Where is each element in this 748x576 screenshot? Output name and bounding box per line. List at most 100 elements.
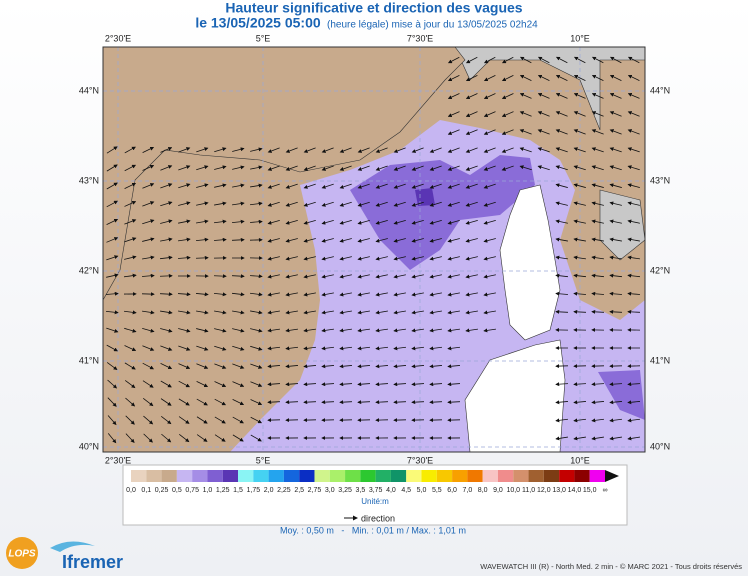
arrow — [573, 255, 586, 260]
unit: Unité:m — [361, 497, 389, 506]
arrow — [483, 74, 496, 82]
arrow — [125, 433, 135, 443]
arrow — [411, 328, 424, 333]
arrow — [447, 274, 460, 279]
arrow — [232, 398, 245, 406]
arrow — [609, 309, 623, 314]
arrow — [555, 400, 569, 405]
arrow — [555, 147, 568, 153]
arrow — [249, 274, 263, 279]
color-label: 13,0 — [552, 487, 566, 494]
arrow — [267, 219, 280, 225]
lat-label-right: 43°N — [650, 175, 670, 185]
color-label: 8,0 — [478, 487, 488, 494]
arrow — [555, 201, 568, 206]
arrow — [411, 274, 424, 279]
arrow — [483, 111, 496, 117]
arrow — [285, 274, 298, 279]
arrow — [609, 165, 622, 171]
arrow — [107, 433, 117, 444]
color-label: 1,75 — [247, 487, 261, 494]
arrow — [573, 219, 586, 224]
arrow — [429, 274, 442, 279]
arrow — [142, 362, 155, 370]
arrow — [250, 363, 263, 369]
arrow — [465, 201, 478, 207]
arrow — [411, 219, 424, 225]
arrow — [591, 183, 604, 188]
color-swatch — [238, 470, 254, 482]
arrow — [627, 93, 640, 99]
arrow — [106, 327, 119, 333]
arrow — [160, 380, 172, 388]
arrow — [483, 183, 496, 189]
arrow — [609, 219, 622, 224]
arrow — [178, 328, 191, 333]
arrow — [231, 292, 245, 297]
lat-label-left: 43°N — [79, 175, 99, 185]
arrow — [609, 93, 622, 99]
arrow — [447, 400, 461, 405]
lon-label-top: 2°30'E — [105, 33, 131, 43]
arrow — [124, 362, 136, 370]
arrow — [609, 418, 623, 423]
arrow — [339, 400, 353, 405]
arrow — [627, 436, 640, 441]
color-label: 3,0 — [325, 487, 335, 494]
arrow — [357, 364, 371, 369]
color-label: 2,75 — [308, 487, 322, 494]
color-swatch — [421, 470, 437, 482]
arrow — [142, 345, 155, 351]
arrow — [555, 111, 568, 117]
arrow — [627, 129, 640, 135]
arrow — [303, 165, 316, 171]
arrow — [214, 416, 226, 424]
arrow — [465, 274, 478, 279]
arrow — [125, 415, 135, 425]
arrow — [250, 310, 263, 315]
arrow — [627, 237, 640, 242]
arrow — [195, 237, 209, 242]
arrow — [375, 328, 388, 333]
arrow — [249, 292, 263, 297]
arrow — [591, 165, 604, 171]
map — [103, 47, 645, 452]
arrow — [537, 111, 550, 117]
arrow — [519, 111, 532, 117]
arrow — [591, 201, 604, 206]
arrow — [178, 398, 190, 406]
lat-label-left: 42°N — [79, 265, 99, 275]
sardinia — [464, 339, 566, 452]
arrow — [357, 400, 371, 405]
arrow — [123, 310, 137, 315]
arrow — [321, 219, 334, 225]
arrow — [339, 238, 352, 243]
arrow — [142, 201, 155, 207]
arrow — [196, 328, 209, 333]
arrow — [214, 434, 226, 442]
arrow — [124, 164, 137, 172]
arrow — [285, 256, 298, 261]
arrow — [250, 345, 263, 351]
arrow — [339, 274, 352, 279]
arrow — [627, 400, 641, 405]
arrow — [357, 238, 370, 243]
graticule — [103, 47, 645, 452]
arrow — [447, 201, 460, 207]
arrow — [160, 363, 173, 370]
color-label: 3,5 — [355, 487, 365, 494]
arrow — [357, 310, 370, 315]
arrow — [411, 183, 424, 189]
arrow — [429, 364, 443, 369]
arrow — [429, 328, 442, 333]
arrow — [303, 274, 316, 279]
color-swatch — [390, 470, 407, 482]
color-label: 0,0 — [126, 487, 136, 494]
arrow — [465, 56, 478, 64]
arrow — [124, 182, 137, 189]
lat-label-left: 40°N — [79, 441, 99, 451]
arrow — [303, 238, 316, 243]
arrow — [627, 56, 640, 64]
